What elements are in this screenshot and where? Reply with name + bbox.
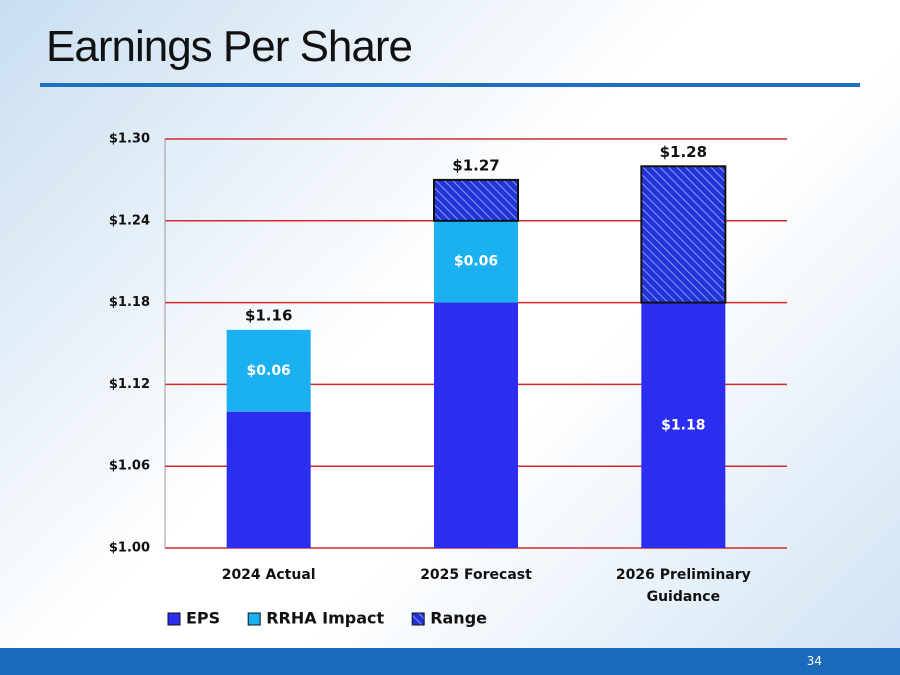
bar-segment	[640, 165, 727, 304]
legend-label: RRHA Impact	[266, 609, 384, 628]
total-label: $1.28	[660, 143, 707, 161]
value-label: $0.06	[247, 363, 291, 379]
y-tick-label: $1.06	[109, 459, 150, 474]
legend-label: EPS	[186, 609, 220, 628]
x-tick-label: 2024 Actual	[221, 567, 316, 583]
legend-swatch	[247, 612, 261, 626]
bar-segment	[641, 302, 726, 548]
total-label: $1.16	[245, 306, 292, 324]
y-tick-label: $1.12	[109, 377, 150, 392]
title-rule	[40, 83, 860, 87]
legend-swatch	[411, 612, 425, 626]
x-tick-label: 2025 Forecast	[420, 567, 532, 583]
legend-swatch	[167, 612, 181, 626]
bar-segment	[434, 220, 518, 303]
page-number: 34	[806, 654, 822, 668]
legend-label: Range	[430, 609, 487, 628]
footer-bar	[0, 648, 900, 675]
value-label: $0.06	[454, 254, 498, 270]
bar-segment	[433, 178, 519, 222]
bar-segment	[226, 411, 311, 548]
bar-segment	[434, 302, 518, 548]
value-label: $1.18	[661, 417, 705, 433]
y-tick-label: $1.18	[109, 295, 150, 310]
y-tick-label: $1.30	[109, 132, 150, 147]
bar-segment	[226, 329, 311, 412]
total-label: $1.27	[452, 156, 499, 174]
y-tick-label: $1.00	[109, 541, 150, 556]
title: Earnings Per Share	[46, 22, 413, 71]
y-tick-label: $1.24	[109, 213, 150, 228]
x-tick-label: 2026 Preliminary Guidance	[615, 567, 751, 605]
